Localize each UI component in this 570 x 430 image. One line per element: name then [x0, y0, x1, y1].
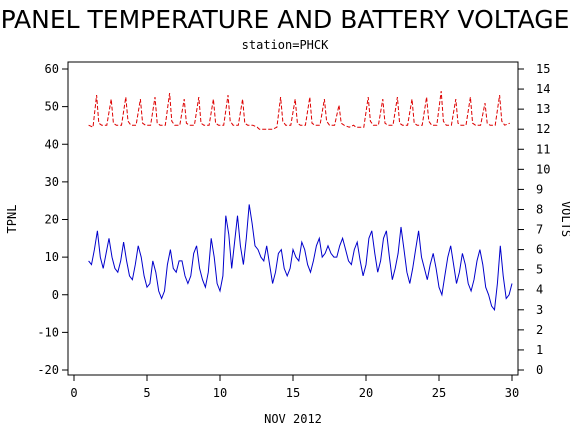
y-axis-label-left: TPNL	[5, 205, 19, 234]
right-tick-label: 7	[536, 223, 543, 237]
x-tick-label: 10	[213, 386, 227, 400]
right-tick-label: 14	[536, 82, 550, 96]
x-tick-label: 0	[70, 386, 77, 400]
left-tick-label: -10	[37, 325, 59, 339]
left-tick-label: 30	[45, 175, 59, 189]
x-tick-label: 30	[505, 386, 519, 400]
chart-title: PANEL TEMPERATURE AND BATTERY VOLTAGE	[1, 5, 570, 34]
x-axis-label: NOV 2012	[264, 412, 322, 426]
chart-subtitle: station=PHCK	[242, 38, 329, 52]
right-tick-label: 6	[536, 243, 543, 257]
bottom-axis: 0 5 10 15 20 25 30	[70, 375, 519, 400]
left-tick-label: 50	[45, 100, 59, 114]
left-tick-label: -20	[37, 363, 59, 377]
right-tick-label: 2	[536, 323, 543, 337]
x-tick-label: 5	[143, 386, 150, 400]
right-tick-label: 11	[536, 142, 550, 156]
left-axis: -20 -10 0 10 20 30 40 50 60	[37, 62, 68, 377]
x-tick-label: 20	[359, 386, 373, 400]
x-tick-label: 25	[432, 386, 446, 400]
left-tick-label: 60	[45, 62, 59, 76]
right-tick-label: 0	[536, 363, 543, 377]
right-tick-label: 8	[536, 202, 543, 216]
right-tick-label: 1	[536, 343, 543, 357]
right-tick-label: 3	[536, 303, 543, 317]
right-tick-label: 5	[536, 263, 543, 277]
right-tick-label: 15	[536, 62, 550, 76]
series-layer	[88, 91, 513, 312]
plot-frame	[67, 61, 519, 376]
right-tick-label: 4	[536, 283, 543, 297]
right-tick-label: 12	[536, 122, 550, 136]
panel-temperature-line	[88, 204, 513, 312]
battery-voltage-line	[88, 91, 510, 130]
left-tick-label: 20	[45, 213, 59, 227]
left-tick-label: 10	[45, 250, 59, 264]
right-tick-label: 10	[536, 162, 550, 176]
left-tick-label: 0	[52, 288, 59, 302]
right-tick-label: 13	[536, 102, 550, 116]
x-tick-label: 15	[286, 386, 300, 400]
left-tick-label: 40	[45, 137, 59, 151]
y-axis-label-right: VOLTS	[559, 201, 570, 237]
right-tick-label: 9	[536, 182, 543, 196]
